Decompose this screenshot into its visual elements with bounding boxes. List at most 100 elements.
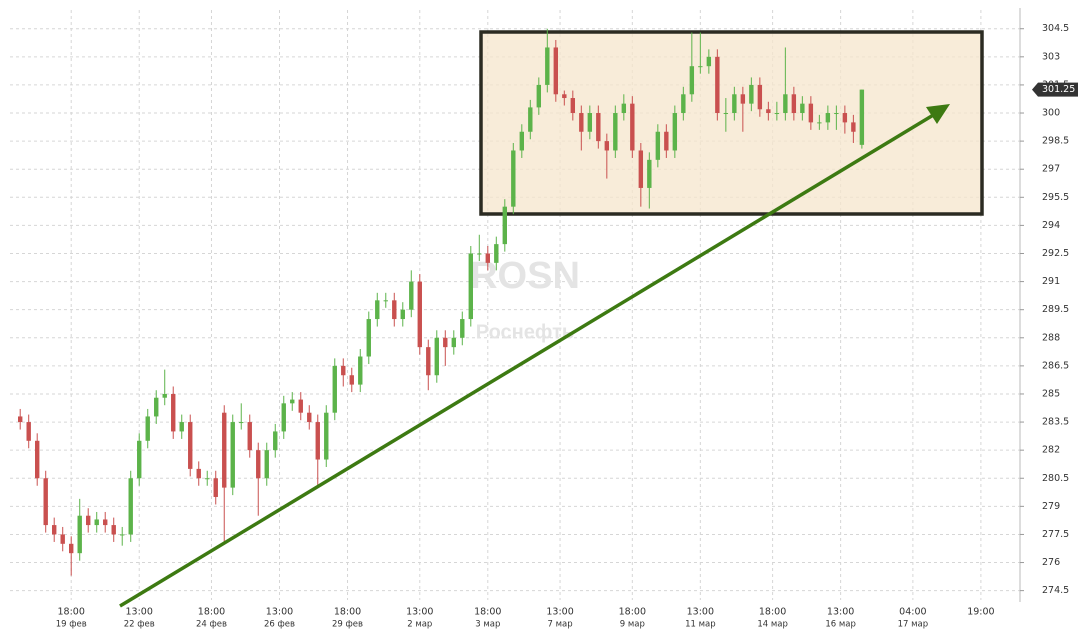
candle-body bbox=[536, 84, 542, 108]
candle-body bbox=[570, 98, 576, 114]
y-tick-label: 279 bbox=[1042, 501, 1060, 512]
candle-body bbox=[128, 478, 133, 535]
candle-body bbox=[69, 543, 74, 554]
candle-body bbox=[443, 337, 448, 348]
candles bbox=[18, 28, 865, 576]
y-tick-label: 276 bbox=[1042, 557, 1060, 568]
candle-body bbox=[188, 422, 193, 469]
y-tick-label: 274.5 bbox=[1042, 585, 1069, 596]
x-tick-label: 13:00 bbox=[827, 607, 854, 618]
candle-body bbox=[596, 113, 601, 142]
candle-body bbox=[647, 159, 652, 188]
candle-body bbox=[434, 337, 439, 376]
candle-body bbox=[213, 478, 218, 497]
x-tick-label: 13:00 bbox=[406, 607, 433, 618]
x-tick-label: 18:00 bbox=[58, 607, 85, 618]
x-tick-label: 18:00 bbox=[619, 607, 646, 618]
candle-body bbox=[757, 84, 763, 110]
x-tick-label: 13:00 bbox=[687, 607, 714, 618]
last-price-marker bbox=[1032, 82, 1038, 97]
candle-body bbox=[485, 253, 490, 263]
candle-body bbox=[290, 399, 295, 404]
x-tick-date: 9 мар bbox=[620, 620, 645, 630]
x-tick-label: 19:00 bbox=[967, 607, 994, 618]
candle-body bbox=[834, 113, 839, 115]
x-tick-date: 3 мар bbox=[475, 620, 500, 630]
y-tick-label: 297 bbox=[1042, 164, 1060, 175]
x-tick-date: 24 фев bbox=[196, 620, 227, 630]
candle-body bbox=[60, 534, 65, 544]
candle-body bbox=[179, 422, 184, 432]
x-tick-label: 04:00 bbox=[899, 607, 926, 618]
candle-body bbox=[298, 399, 303, 413]
candle-body bbox=[332, 365, 337, 413]
y-tick-label: 300 bbox=[1042, 108, 1060, 119]
candle-body bbox=[723, 113, 729, 115]
candle-body bbox=[111, 525, 116, 535]
y-tick-label: 280.5 bbox=[1042, 473, 1069, 484]
candle-body bbox=[451, 337, 456, 348]
x-tick-date: 14 мар bbox=[757, 620, 788, 630]
x-tick-date: 22 фев bbox=[124, 620, 155, 630]
candle-body bbox=[808, 103, 814, 123]
candle-body bbox=[358, 356, 363, 385]
candle-body bbox=[162, 393, 167, 398]
x-tick-date: 11 мар bbox=[685, 620, 716, 630]
y-tick-label: 294 bbox=[1042, 220, 1060, 231]
trend-line bbox=[119, 112, 936, 608]
candle-body bbox=[52, 525, 57, 535]
candle-body bbox=[477, 253, 482, 255]
candle-body bbox=[613, 113, 618, 151]
candle-body bbox=[366, 319, 371, 357]
candle-body bbox=[502, 206, 507, 245]
candle-body bbox=[519, 131, 525, 151]
candle-body bbox=[630, 103, 635, 151]
candle-body bbox=[392, 300, 397, 320]
candle-body bbox=[256, 450, 261, 479]
candle-body bbox=[783, 94, 788, 114]
candle-body bbox=[222, 412, 227, 488]
candle-body bbox=[468, 253, 473, 320]
candle-body bbox=[766, 109, 771, 114]
candle-body bbox=[528, 107, 533, 132]
candle-body bbox=[817, 122, 822, 124]
candle-body bbox=[672, 113, 678, 151]
candle-body bbox=[273, 431, 278, 451]
candle-body bbox=[77, 515, 82, 554]
candle-body bbox=[417, 281, 422, 348]
candle-body bbox=[409, 281, 414, 310]
candle-body bbox=[545, 47, 550, 85]
candle-body bbox=[307, 412, 312, 423]
candle-body bbox=[264, 450, 269, 479]
candle-body bbox=[349, 375, 354, 385]
candle-body bbox=[375, 300, 380, 320]
x-tick-label: 18:00 bbox=[198, 607, 225, 618]
candle-body bbox=[749, 84, 754, 104]
last-price-box bbox=[1038, 82, 1078, 97]
candle-body bbox=[171, 393, 176, 432]
candle-body bbox=[732, 94, 737, 114]
x-tick-date: 17 мар bbox=[898, 620, 929, 630]
y-tick-label: 289.5 bbox=[1042, 304, 1069, 315]
candle-body bbox=[145, 416, 150, 441]
candle-body bbox=[120, 534, 125, 536]
y-tick-label: 304.5 bbox=[1042, 23, 1069, 34]
x-tick-date: 26 фев bbox=[264, 620, 295, 630]
candle-body bbox=[205, 478, 210, 480]
y-tick-label: 288 bbox=[1042, 332, 1060, 343]
candle-body bbox=[86, 515, 91, 526]
candle-body bbox=[689, 66, 695, 95]
candle-body bbox=[774, 113, 780, 115]
candle-body bbox=[604, 141, 610, 151]
last-price-label: 301.25 bbox=[1042, 84, 1075, 95]
candle-body bbox=[740, 94, 746, 104]
x-tick-date: 16 мар bbox=[825, 620, 856, 630]
candle-body bbox=[460, 319, 465, 338]
y-tick-label: 282 bbox=[1042, 445, 1060, 456]
range-box bbox=[479, 30, 984, 216]
candle-body bbox=[137, 440, 142, 479]
candle-body bbox=[18, 416, 23, 423]
candle-body bbox=[698, 66, 703, 68]
candle-body bbox=[621, 103, 627, 114]
